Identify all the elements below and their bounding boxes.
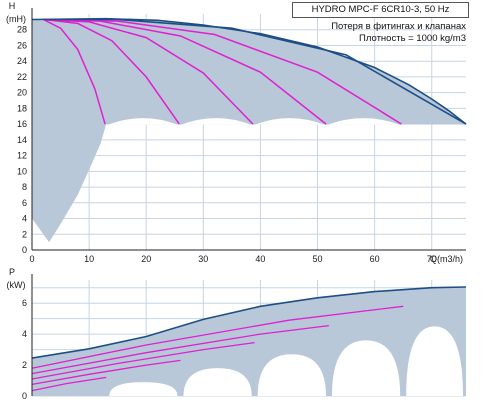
fittings-loss-note: Потеря в фитингах и клапанах bbox=[331, 21, 466, 32]
head-y-tick-label: 10 bbox=[17, 166, 27, 176]
head-scallop bbox=[328, 118, 400, 125]
model-title-box: HYDRO MPC-F 6CR10-3, 50 Hz bbox=[292, 2, 469, 18]
power-y-axis-label: P bbox=[9, 267, 15, 277]
density-note: Плотность = 1000 kg/m3 bbox=[359, 33, 466, 44]
power-y-tick-label: 0 bbox=[22, 391, 27, 400]
power-curve-6 bbox=[31, 286, 467, 359]
head-x-tick-label: 20 bbox=[141, 254, 151, 264]
head-x-tick-label: 60 bbox=[370, 254, 380, 264]
head-y-tick-label: 12 bbox=[17, 151, 27, 161]
power-y-tick-label: 4 bbox=[22, 329, 27, 339]
head-y-tick-label: 8 bbox=[22, 182, 27, 192]
head-y-axis-unit: (mH) bbox=[6, 14, 26, 24]
head-y-tick-label: 26 bbox=[17, 40, 27, 50]
power-scallop bbox=[183, 368, 252, 396]
power-scallop bbox=[331, 340, 401, 396]
head-y-tick-label: 18 bbox=[17, 103, 27, 113]
head-y-tick-label: 14 bbox=[17, 135, 27, 145]
head-x-axis-label: Q(m3/h) bbox=[430, 254, 463, 264]
power-scallop bbox=[406, 326, 463, 396]
head-scallop bbox=[108, 118, 178, 125]
head-y-tick-label: 16 bbox=[17, 119, 27, 129]
head-y-tick-label: 28 bbox=[17, 25, 27, 35]
head-y-tick-label: 22 bbox=[17, 72, 27, 82]
head-x-tick-label: 40 bbox=[255, 254, 265, 264]
head-y-tick-label: 6 bbox=[22, 198, 27, 208]
power-y-tick-label: 2 bbox=[22, 360, 27, 370]
head-y-tick-label: 0 bbox=[22, 245, 27, 255]
head-curve-2 bbox=[43, 18, 180, 125]
head-x-tick-label: 0 bbox=[29, 254, 34, 264]
power-curve-4 bbox=[31, 324, 329, 375]
head-y-tick-label: 20 bbox=[17, 88, 27, 98]
power-y-tick-label: 6 bbox=[22, 298, 27, 308]
power-curve-2 bbox=[31, 359, 181, 386]
head-curve-6 bbox=[43, 18, 467, 125]
head-x-tick-label: 10 bbox=[84, 254, 94, 264]
power-scallop bbox=[257, 354, 326, 396]
head-y-tick-label: 4 bbox=[22, 214, 27, 224]
head-envelope-area bbox=[32, 18, 466, 243]
head-y-tick-label: 2 bbox=[22, 229, 27, 239]
head-x-tick-label: 70 bbox=[427, 254, 437, 264]
power-curve-5 bbox=[31, 305, 404, 369]
power-curve-1 bbox=[31, 376, 107, 392]
head-scallop bbox=[254, 118, 325, 125]
head-y-axis-label: H bbox=[9, 1, 16, 11]
head-x-tick-label: 50 bbox=[313, 254, 323, 264]
head-x-tick-label: 30 bbox=[198, 254, 208, 264]
power-y-axis-unit: (kW) bbox=[7, 280, 26, 290]
head-scallop bbox=[181, 118, 251, 125]
head-envelope-line bbox=[31, 17, 467, 125]
head-curve-1 bbox=[43, 18, 106, 125]
head-y-tick-label: 24 bbox=[17, 56, 27, 66]
power-scallop bbox=[109, 382, 178, 396]
head-curve-5 bbox=[43, 18, 402, 125]
power-curve-3 bbox=[31, 341, 255, 380]
model-title: HYDRO MPC-F 6CR10-3, 50 Hz bbox=[311, 4, 450, 15]
